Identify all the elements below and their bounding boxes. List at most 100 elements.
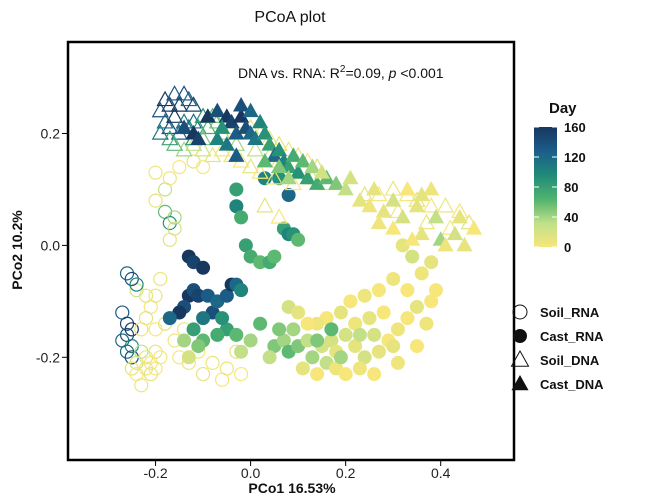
- cast-rna-point: [291, 305, 306, 320]
- y-tick-label: 0.0: [41, 237, 61, 253]
- cast-dna-point: [233, 108, 250, 123]
- cast-rna-point: [186, 322, 201, 337]
- cast-dna-point: [351, 192, 368, 207]
- soil-rna-point: [167, 210, 182, 225]
- colorbar-tick-label: 160: [564, 120, 586, 135]
- cast-dna-point: [261, 136, 278, 151]
- colorbar-tick-label: 0: [564, 240, 571, 255]
- cast-rna-point: [348, 316, 363, 331]
- soil-dna-point: [165, 107, 184, 123]
- cast-rna-point: [371, 283, 386, 298]
- cast-dna-point: [309, 175, 326, 190]
- soil-dna-point: [199, 118, 217, 135]
- cast-dna-point: [209, 130, 226, 146]
- soil-rna-point: [148, 288, 163, 303]
- soil-rna-point: [119, 316, 135, 331]
- cast-rna-point: [405, 249, 420, 264]
- cast-rna-point: [196, 260, 211, 275]
- x-axis-ticks: -0.2 0.0 0.2 0.4: [143, 461, 451, 481]
- soil-rna-point: [134, 322, 149, 337]
- cast-rna-point: [376, 305, 391, 320]
- cast-dna-point: [285, 147, 302, 162]
- soil-rna-point: [162, 232, 177, 247]
- cast-rna-point: [219, 288, 234, 303]
- cast-rna-point: [352, 361, 367, 376]
- cast-rna-point: [181, 350, 196, 365]
- soil-rna-point: [124, 361, 139, 376]
- cast-rna-point: [428, 283, 443, 298]
- cast-rna-point: [229, 199, 244, 214]
- cast-dna-point: [361, 197, 378, 213]
- cast-dna-point: [446, 225, 464, 241]
- soil-rna-point: [195, 366, 211, 382]
- x-tick-label: 0.4: [431, 465, 451, 481]
- soil-rna-point: [129, 277, 144, 292]
- cast-rna-point: [238, 238, 253, 253]
- cast-rna-point: [300, 316, 315, 331]
- soil-dna-point: [422, 197, 440, 213]
- soil-rna-point: [162, 215, 177, 231]
- cast-dna-point: [290, 164, 307, 179]
- legend-marker: [513, 329, 527, 343]
- cast-dna-point: [413, 225, 430, 241]
- cast-rna-point: [276, 333, 291, 348]
- cast-rna-point: [162, 311, 177, 326]
- cast-dna-point: [175, 119, 193, 134]
- annotation-text: DNA vs. RNA: R2=0.09, p <0.001: [238, 64, 444, 81]
- cast-rna-point: [424, 294, 439, 309]
- cast-rna-point: [333, 305, 348, 320]
- cast-rna-point: [338, 367, 353, 382]
- cast-dna-point: [437, 236, 454, 252]
- cast-dna-point: [271, 141, 288, 157]
- cast-rna-point: [357, 350, 372, 365]
- cast-rna-point: [210, 327, 225, 342]
- soil-rna-point: [124, 322, 139, 337]
- soil-dna-point: [256, 197, 274, 213]
- cast-rna-point: [333, 350, 348, 365]
- cast-rna-point: [196, 311, 211, 326]
- cast-rna-point: [295, 361, 310, 376]
- cast-dna-point: [190, 130, 207, 146]
- cast-dna-point: [280, 169, 297, 185]
- cast-dna-point: [413, 186, 430, 202]
- soil-rna-point: [134, 378, 149, 393]
- cast-rna-point: [409, 299, 424, 314]
- x-axis-title: PCo1 16.53%: [248, 480, 336, 496]
- cast-rna-point: [305, 350, 320, 365]
- cast-rna-point: [243, 333, 258, 348]
- soil-rna-point: [148, 344, 163, 359]
- soil-dna-point: [241, 157, 260, 174]
- cast-rna-point: [234, 283, 249, 298]
- cast-dna-point: [242, 102, 259, 118]
- soil-dna-point: [170, 96, 188, 112]
- cast-rna-point: [386, 271, 401, 286]
- cast-rna-point: [291, 232, 306, 247]
- soil-dna-point: [184, 96, 203, 112]
- cast-dna-point: [366, 180, 383, 196]
- soil-dna-point: [251, 163, 269, 179]
- cast-rna-point: [343, 294, 358, 309]
- data-points: [115, 85, 483, 393]
- soil-dna-point: [161, 118, 179, 135]
- cast-dna-point: [427, 208, 445, 224]
- cast-rna-point: [390, 322, 405, 337]
- legend-label: Soil_RNA: [540, 305, 600, 320]
- soil-rna-point: [148, 193, 163, 208]
- colorbar-tick-label: 120: [564, 150, 586, 165]
- legend-label: Soil_DNA: [540, 353, 600, 368]
- soil-rna-point: [119, 344, 135, 359]
- cast-rna-point: [267, 249, 282, 264]
- soil-dna-point: [151, 101, 169, 118]
- cast-dna-point: [399, 180, 416, 196]
- cast-dna-point: [256, 125, 273, 140]
- cast-rna-point: [272, 322, 287, 337]
- shape-legend: Soil_RNA Cast_RNA Soil_DNA Cast_DNA: [510, 304, 604, 392]
- cast-dna-point: [385, 220, 402, 235]
- cast-rna-point: [348, 339, 363, 354]
- soil-dna-point: [175, 141, 193, 157]
- cast-rna-point: [395, 238, 410, 253]
- cast-rna-point: [324, 322, 339, 337]
- soil-rna-point: [119, 266, 135, 281]
- cast-rna-point: [177, 333, 192, 348]
- cast-dna-point: [214, 119, 231, 134]
